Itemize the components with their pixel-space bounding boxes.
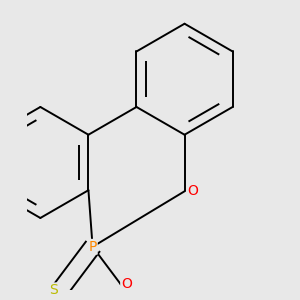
Text: P: P xyxy=(88,240,97,254)
Text: O: O xyxy=(188,184,198,198)
Text: O: O xyxy=(121,277,132,291)
Text: S: S xyxy=(49,283,58,297)
